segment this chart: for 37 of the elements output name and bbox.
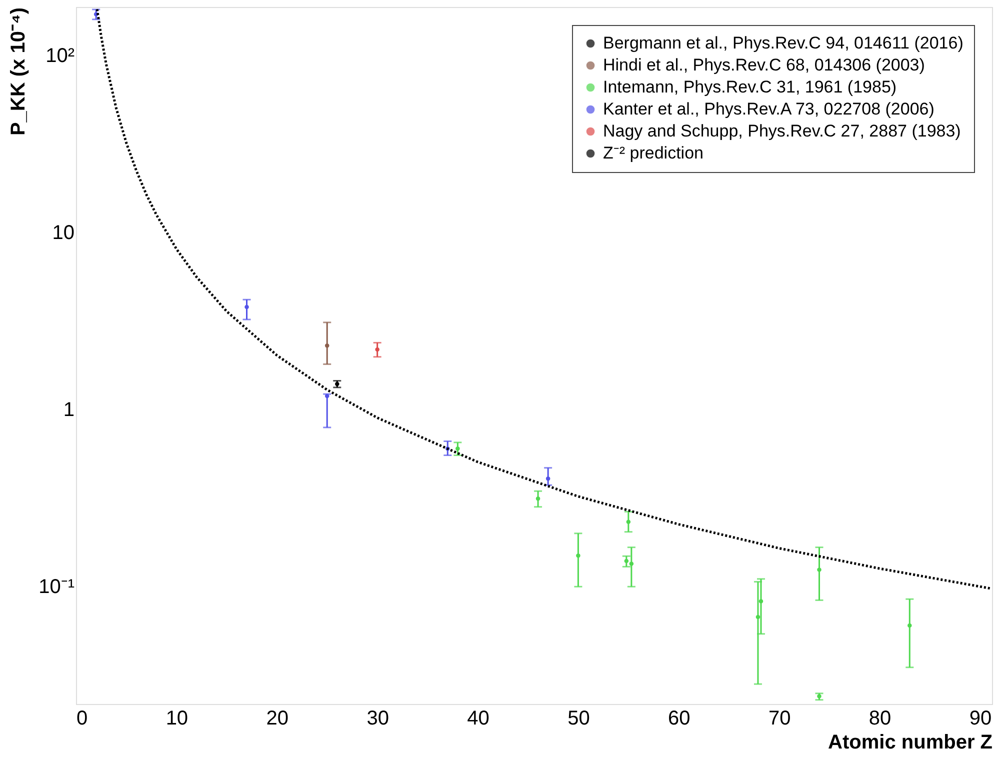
x-tick-label: 20 [266,708,288,730]
x-tick-label: 50 [568,708,590,730]
x-tick-label: 70 [768,708,791,730]
legend-label: Nagy and Schupp, Phys.Rev.C 27, 2887 (1983) [603,122,961,140]
point [817,568,822,572]
point [626,520,631,524]
x-tick-label: 60 [668,708,690,730]
point [756,614,760,620]
legend-label: Intemann, Phys.Rev.C 31, 1961 (1985) [603,78,897,96]
legend-label: Kanter et al., Phys.Rev.A 73, 022708 (2006) [603,100,934,118]
x-tick-label: 90 [969,708,992,730]
y-tick-label: 1 [63,398,74,421]
point [546,476,550,481]
y-tick-label: 10 [52,222,74,244]
x-tick-label: 80 [868,708,892,730]
point [324,344,330,348]
point [324,394,330,398]
point [624,558,629,564]
legend-label: Z⁻² prediction [603,144,704,162]
point [629,562,634,566]
point [576,553,580,558]
x-tick-label: 0 [76,708,88,730]
point [908,623,912,628]
x-axis-title: Atomic number Z [828,732,992,754]
point [758,599,764,604]
y-axis-title: P_KK (x 10⁻⁴) [8,8,30,136]
legend-label: Hindi et al., Phys.Rev.C 68, 014306 (2003) [603,56,925,74]
point [456,446,460,451]
y-tick-label: 10² [46,45,75,68]
x-tick-label: 10 [166,708,188,730]
point [375,347,380,352]
point [244,304,249,310]
point [536,496,540,501]
y-tick-label: 10⁻¹ [38,576,75,598]
x-tick-label: 30 [366,708,389,730]
legend-label: Bergmann et al., Phys.Rev.C 94, 014611 (2016) [603,34,964,52]
x-tick-label: 40 [467,708,490,730]
